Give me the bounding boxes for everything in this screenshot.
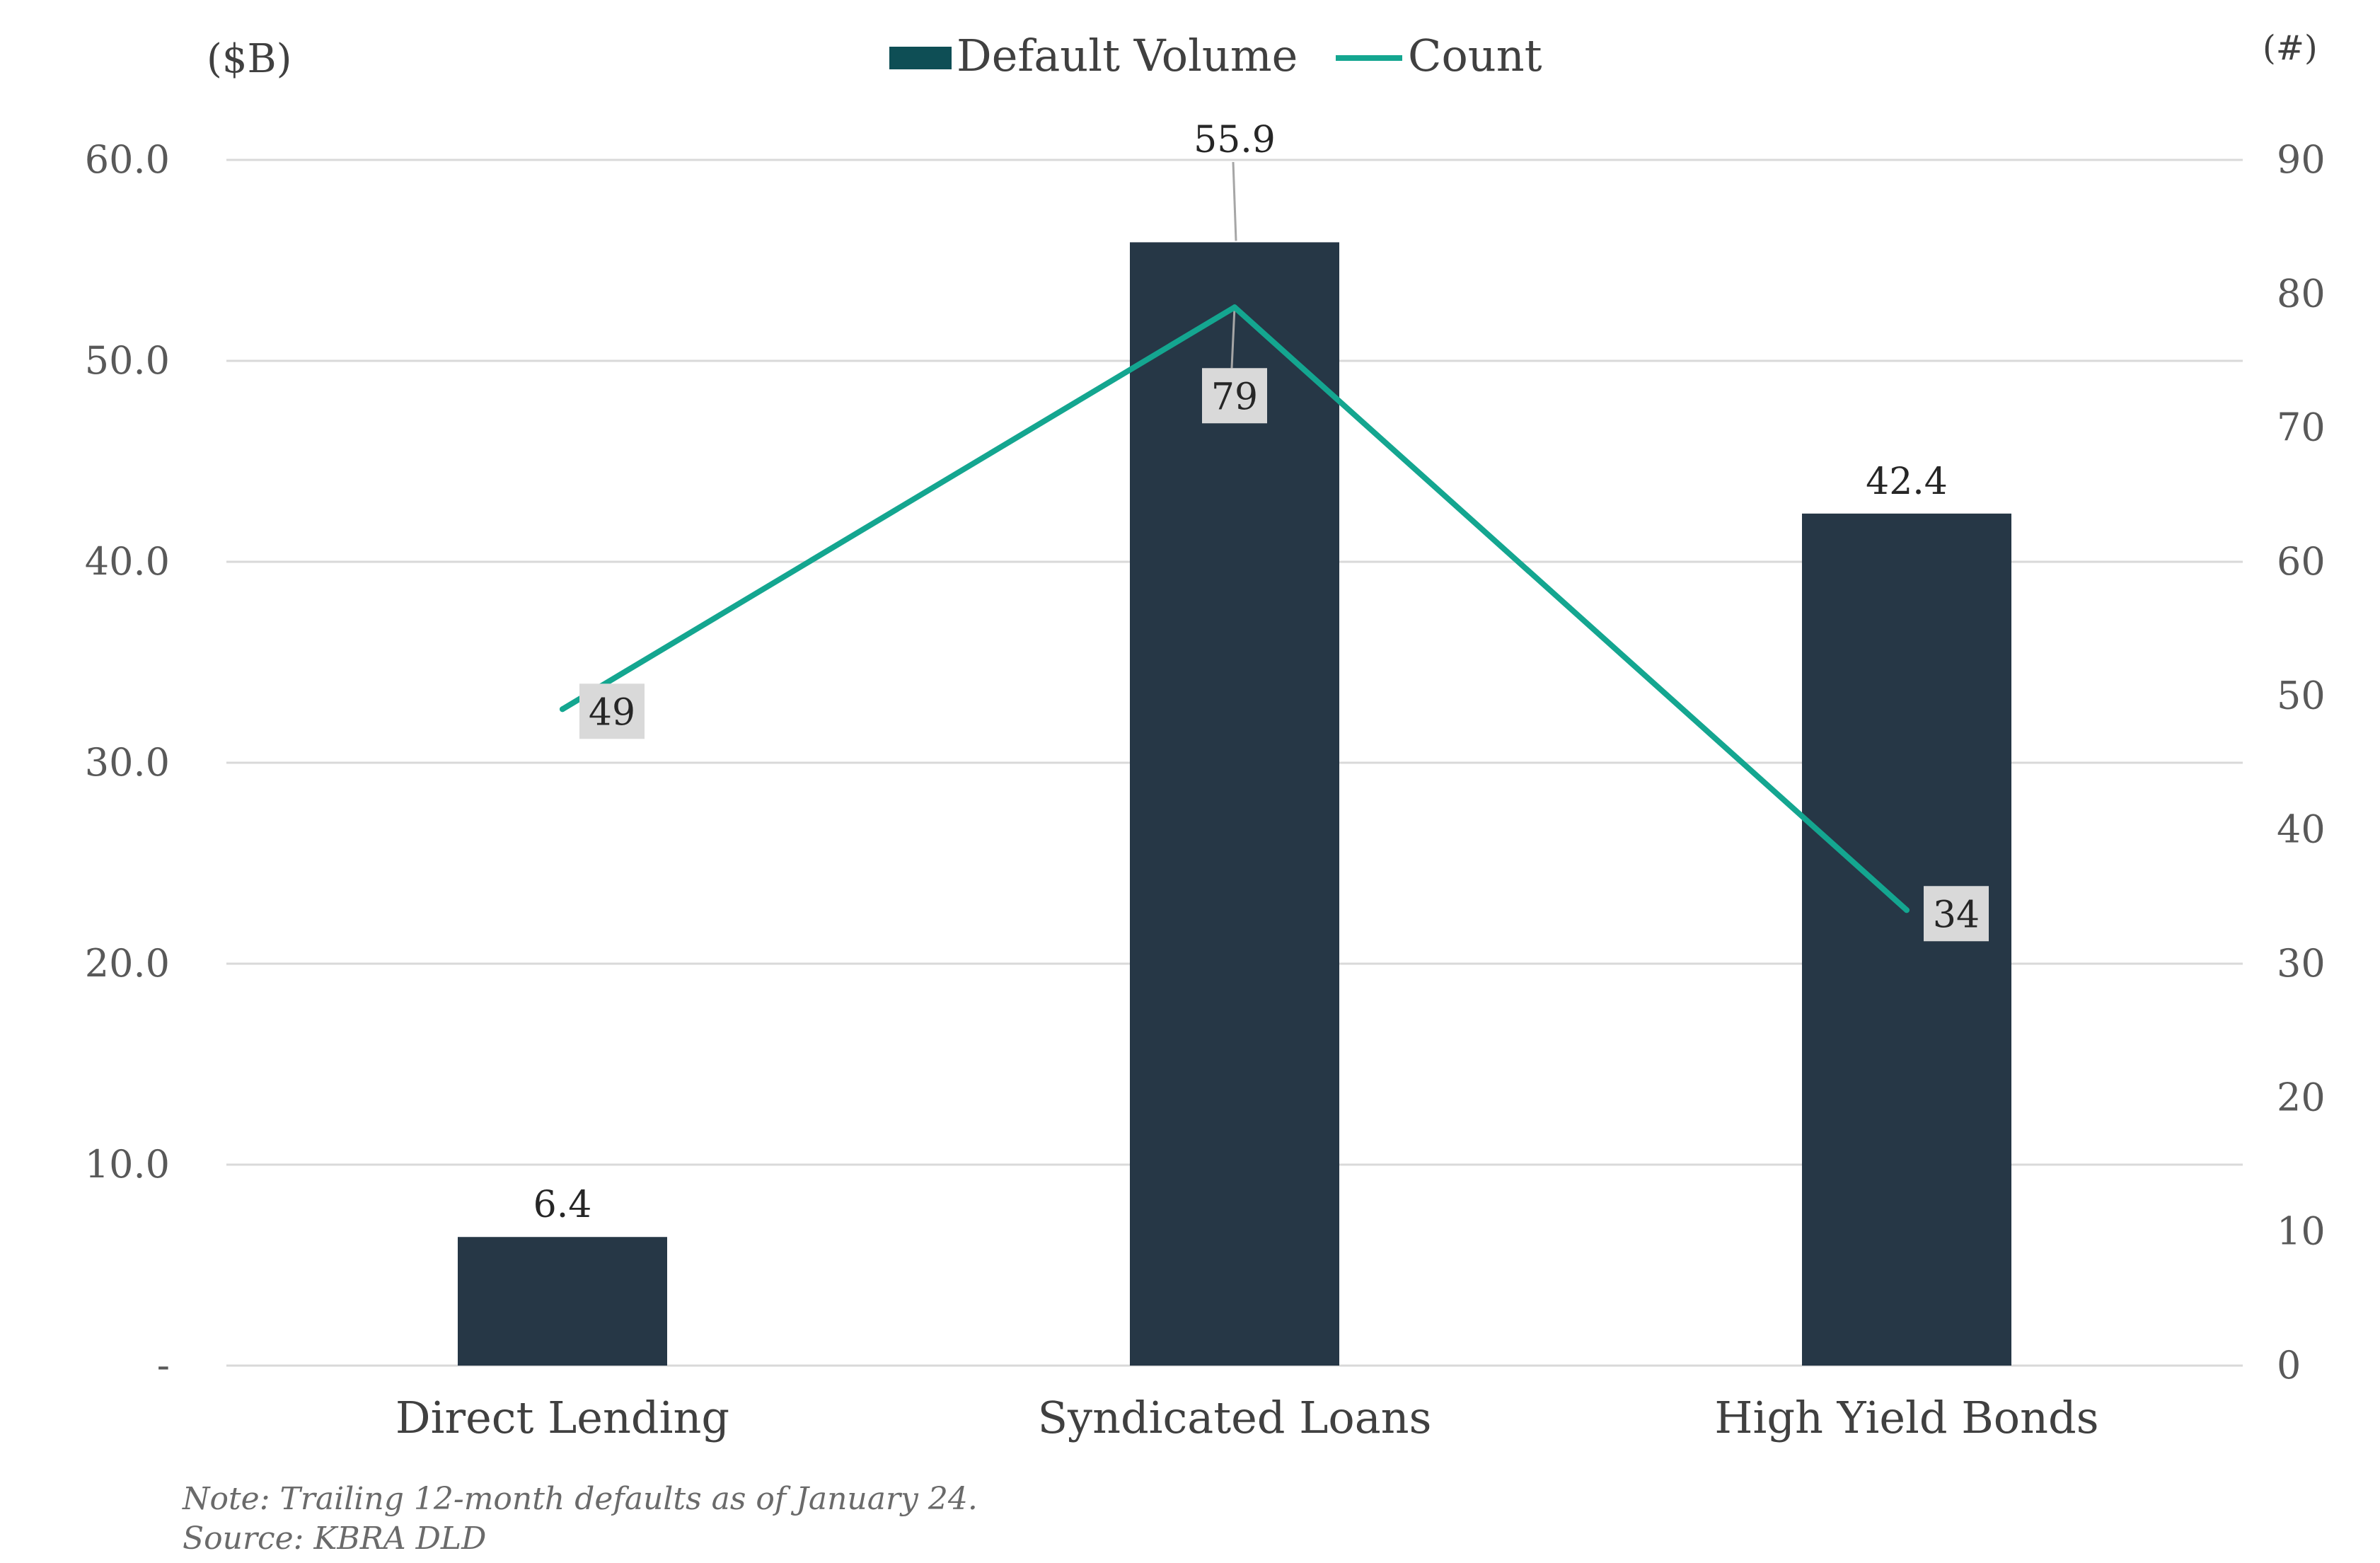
left-axis-tick-label: 20.0 — [85, 941, 170, 986]
bar — [458, 1237, 667, 1366]
bars — [458, 242, 2011, 1366]
legend: Default Volume Count — [889, 30, 1542, 81]
right-axis-tick-label: 50 — [2277, 673, 2326, 717]
count-label-box — [579, 684, 645, 739]
left-axis-unit: ($B) — [207, 36, 291, 82]
left-axis-tick-label: 40.0 — [85, 539, 170, 584]
axes: - 10.0 20.0 30.0 40.0 50.0 60.0 0 10 20 30 40 50 60 70… — [85, 137, 2326, 1443]
footnote-note: Note: Trailing 12-month defaults as of J… — [182, 1481, 978, 1517]
legend-swatch-default-volume — [889, 47, 952, 69]
left-axis-tick-label: - — [157, 1343, 170, 1388]
count-point — [1232, 304, 1237, 311]
right-axis-unit: (#) — [2263, 28, 2318, 68]
right-axis-tick-label: 80 — [2277, 271, 2326, 316]
category-label: Direct Lending — [395, 1392, 729, 1443]
bar-value-label: 6.4 — [533, 1184, 592, 1226]
footnote-source: Source: KBRA DLD — [183, 1521, 486, 1557]
right-axis-tick-label: 30 — [2277, 941, 2326, 986]
bar-value-label: 42.4 — [1866, 461, 1948, 503]
left-axis-tick-label: 30.0 — [85, 740, 170, 785]
right-axis-tick-label: 60 — [2277, 539, 2326, 584]
count-value-label: 49 — [589, 691, 635, 734]
right-axis-tick-label: 0 — [2277, 1343, 2301, 1388]
bar — [1130, 242, 1339, 1366]
legend-label-count: Count — [1408, 30, 1542, 81]
category-label: Syndicated Loans — [1038, 1392, 1432, 1443]
count-line-layer — [560, 304, 1910, 913]
leader-lines — [1230, 161, 1237, 369]
right-axis-tick-label: 20 — [2277, 1075, 2326, 1119]
count-label-box — [1202, 368, 1267, 424]
right-axis-tick-label: 10 — [2277, 1209, 2326, 1254]
left-axis-tick-label: 10.0 — [85, 1142, 170, 1187]
left-axis-tick-label: 50.0 — [85, 338, 170, 383]
data-labels: 6.4 55.9 42.4 49 79 34 — [533, 119, 1989, 1226]
left-axis-tick-label: 60.0 — [85, 137, 170, 182]
count-point — [560, 706, 565, 713]
right-axis-tick-label: 90 — [2277, 137, 2326, 182]
right-axis-tick-label: 40 — [2277, 807, 2326, 852]
legend-label-default-volume: Default Volume — [957, 30, 1298, 81]
right-axis-tick-label: 70 — [2277, 405, 2326, 450]
count-point — [1904, 907, 1910, 913]
category-label: High Yield Bonds — [1714, 1392, 2098, 1443]
count-value-label: 79 — [1211, 376, 1258, 418]
bar-value-label: 55.9 — [1194, 119, 1276, 161]
leader-line — [1232, 161, 1237, 241]
count-value-label: 34 — [1933, 894, 1980, 936]
count-label-box — [1924, 886, 1989, 942]
leader-line — [1230, 307, 1236, 369]
